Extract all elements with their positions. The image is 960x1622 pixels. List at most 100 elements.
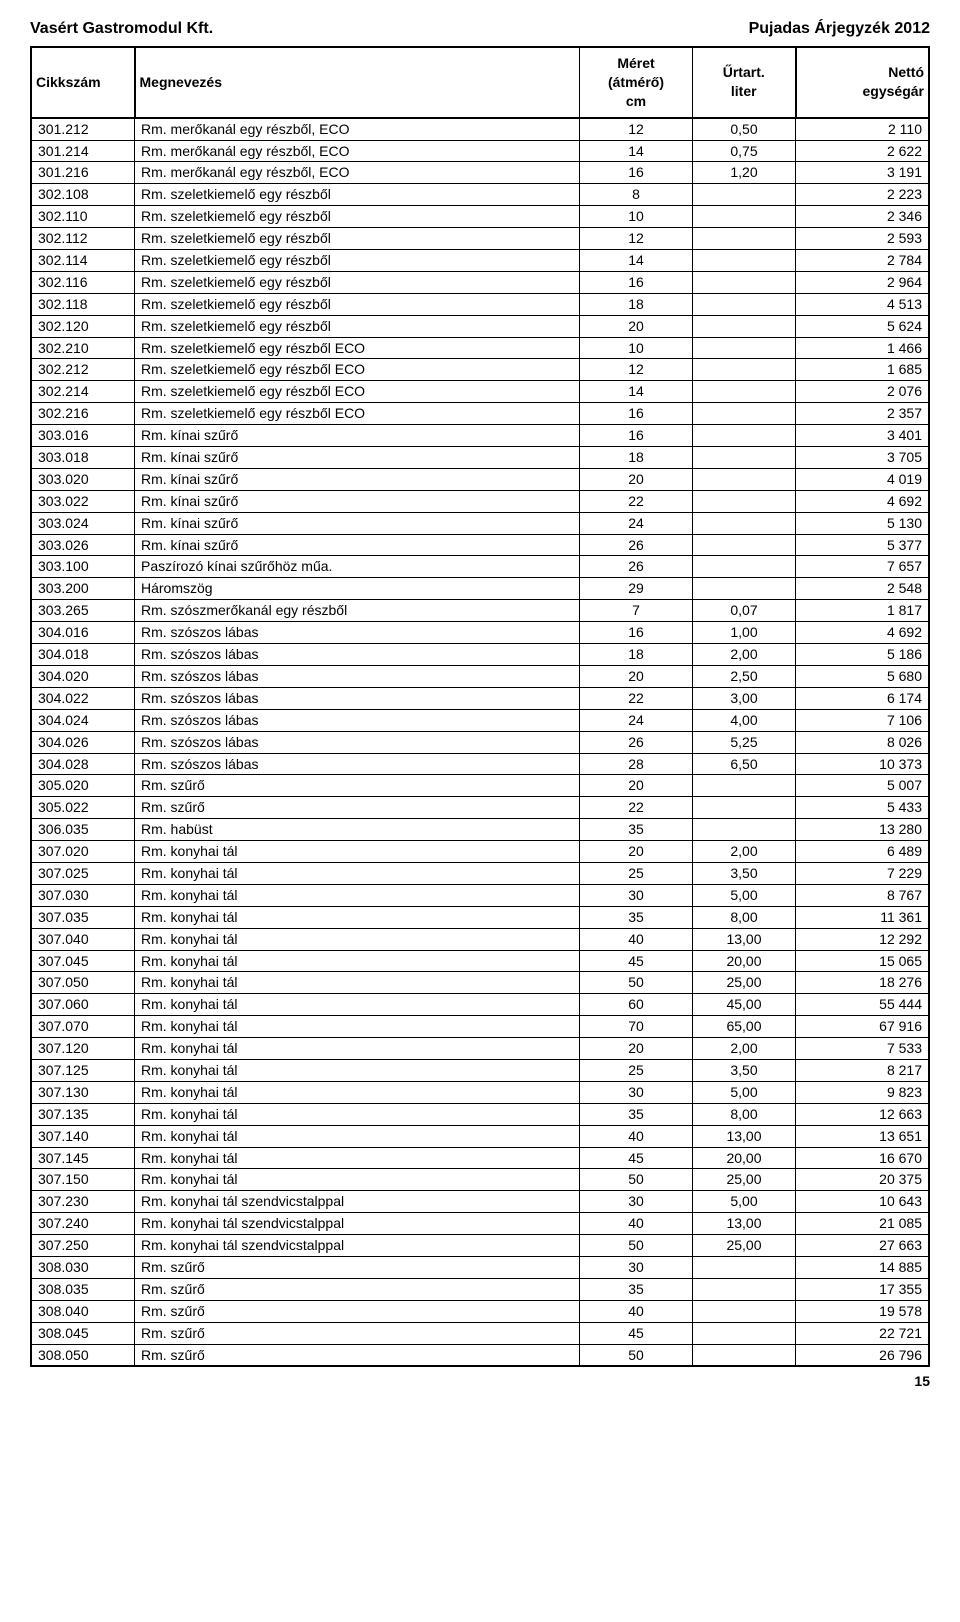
table-cell: 308.035 — [31, 1278, 135, 1300]
table-cell: 307.150 — [31, 1169, 135, 1191]
table-cell — [693, 228, 796, 250]
table-row: 305.020Rm. szűrő205 007 — [31, 775, 929, 797]
table-cell: 10 — [580, 337, 693, 359]
table-cell: 304.022 — [31, 687, 135, 709]
table-cell: Rm. konyhai tál — [135, 862, 580, 884]
table-cell: 1 685 — [796, 359, 930, 381]
page-number: 15 — [30, 1373, 930, 1389]
table-cell: 35 — [580, 1103, 693, 1125]
table-cell: 5,00 — [693, 1081, 796, 1103]
table-cell: 2 110 — [796, 118, 930, 140]
table-row: 307.230Rm. konyhai tál szendvicstalppal3… — [31, 1191, 929, 1213]
table-cell: 301.212 — [31, 118, 135, 140]
table-row: 302.212Rm. szeletkiemelő egy részből ECO… — [31, 359, 929, 381]
table-cell: 304.020 — [31, 665, 135, 687]
table-cell: 18 276 — [796, 972, 930, 994]
table-cell: 303.018 — [31, 447, 135, 469]
table-cell: 302.116 — [31, 271, 135, 293]
table-cell: 40 — [580, 1125, 693, 1147]
table-cell — [693, 447, 796, 469]
table-cell: 1,20 — [693, 162, 796, 184]
table-cell: 2 346 — [796, 206, 930, 228]
table-cell: 12 — [580, 118, 693, 140]
table-row: 303.016Rm. kínai szűrő163 401 — [31, 425, 929, 447]
table-cell: Rm. konyhai tál — [135, 1169, 580, 1191]
table-cell: 24 — [580, 512, 693, 534]
table-cell: 7 657 — [796, 556, 930, 578]
table-cell: 2,00 — [693, 1038, 796, 1060]
table-cell: 307.135 — [31, 1103, 135, 1125]
table-row: 307.125Rm. konyhai tál253,508 217 — [31, 1059, 929, 1081]
header-right: Pujadas Árjegyzék 2012 — [749, 20, 930, 38]
table-cell — [693, 403, 796, 425]
table-cell: 7 533 — [796, 1038, 930, 1060]
table-row: 302.110Rm. szeletkiemelő egy részből102 … — [31, 206, 929, 228]
table-row: 303.026Rm. kínai szűrő265 377 — [31, 534, 929, 556]
table-cell: 70 — [580, 1016, 693, 1038]
table-cell: 35 — [580, 1278, 693, 1300]
price-table: Cikkszám Megnevezés Méret(átmérő)cm Űrta… — [30, 46, 930, 1367]
table-cell: 25 — [580, 862, 693, 884]
table-cell: 26 — [580, 556, 693, 578]
table-row: 301.212Rm. merőkanál egy részből, ECO120… — [31, 118, 929, 140]
table-cell: 307.250 — [31, 1235, 135, 1257]
table-row: 303.265Rm. szószmerőkanál egy részből70,… — [31, 600, 929, 622]
table-cell: Rm. szűrő — [135, 1322, 580, 1344]
table-cell: 6,50 — [693, 753, 796, 775]
table-cell: 35 — [580, 906, 693, 928]
table-cell: 4,00 — [693, 709, 796, 731]
table-cell — [693, 381, 796, 403]
table-cell: 3,00 — [693, 687, 796, 709]
col-header-cikkszam: Cikkszám — [31, 47, 135, 118]
table-cell: 67 916 — [796, 1016, 930, 1038]
table-cell: 20 — [580, 665, 693, 687]
table-row: 308.040Rm. szűrő4019 578 — [31, 1300, 929, 1322]
table-cell — [693, 337, 796, 359]
table-row: 304.026Rm. szószos lábas265,258 026 — [31, 731, 929, 753]
table-cell: Rm. szószos lábas — [135, 753, 580, 775]
table-cell: Rm. konyhai tál — [135, 950, 580, 972]
table-cell: 12 — [580, 359, 693, 381]
table-cell: 302.214 — [31, 381, 135, 403]
table-cell: 30 — [580, 1191, 693, 1213]
table-cell: 18 — [580, 644, 693, 666]
table-row: 307.035Rm. konyhai tál358,0011 361 — [31, 906, 929, 928]
table-cell — [693, 184, 796, 206]
col-header-meret: Méret(átmérő)cm — [580, 47, 693, 118]
table-cell: Rm. szószos lábas — [135, 731, 580, 753]
table-cell: 303.026 — [31, 534, 135, 556]
table-cell: 8 767 — [796, 884, 930, 906]
table-cell: 16 670 — [796, 1147, 930, 1169]
table-cell: 307.120 — [31, 1038, 135, 1060]
table-row: 303.018Rm. kínai szűrő183 705 — [31, 447, 929, 469]
header-left: Vasért Gastromodul Kft. — [30, 20, 213, 38]
table-row: 302.214Rm. szeletkiemelő egy részből ECO… — [31, 381, 929, 403]
table-row: 303.200Háromszög292 548 — [31, 578, 929, 600]
table-cell: 304.026 — [31, 731, 135, 753]
table-row: 307.045Rm. konyhai tál4520,0015 065 — [31, 950, 929, 972]
table-cell: Rm. konyhai tál szendvicstalppal — [135, 1235, 580, 1257]
table-row: 306.035Rm. habüst3513 280 — [31, 819, 929, 841]
table-cell: 29 — [580, 578, 693, 600]
table-cell: Rm. szeletkiemelő egy részből — [135, 271, 580, 293]
table-row: 302.116Rm. szeletkiemelő egy részből162 … — [31, 271, 929, 293]
table-row: 307.250Rm. konyhai tál szendvicstalppal5… — [31, 1235, 929, 1257]
table-cell: 2 548 — [796, 578, 930, 600]
table-row: 302.112Rm. szeletkiemelő egy részből122 … — [31, 228, 929, 250]
table-cell — [693, 819, 796, 841]
table-row: 303.100Paszírozó kínai szűrőhöz műa.267 … — [31, 556, 929, 578]
table-cell: 307.140 — [31, 1125, 135, 1147]
table-row: 304.024Rm. szószos lábas244,007 106 — [31, 709, 929, 731]
table-cell: 8,00 — [693, 906, 796, 928]
table-cell: 307.070 — [31, 1016, 135, 1038]
table-cell: 17 355 — [796, 1278, 930, 1300]
table-cell: Háromszög — [135, 578, 580, 600]
table-cell: 5 624 — [796, 315, 930, 337]
col-header-netto: Nettóegységár — [796, 47, 930, 118]
table-cell: 12 663 — [796, 1103, 930, 1125]
table-cell: 50 — [580, 1169, 693, 1191]
table-cell: 5 007 — [796, 775, 930, 797]
table-cell: 14 — [580, 140, 693, 162]
table-cell: 5 680 — [796, 665, 930, 687]
table-cell: 14 — [580, 381, 693, 403]
